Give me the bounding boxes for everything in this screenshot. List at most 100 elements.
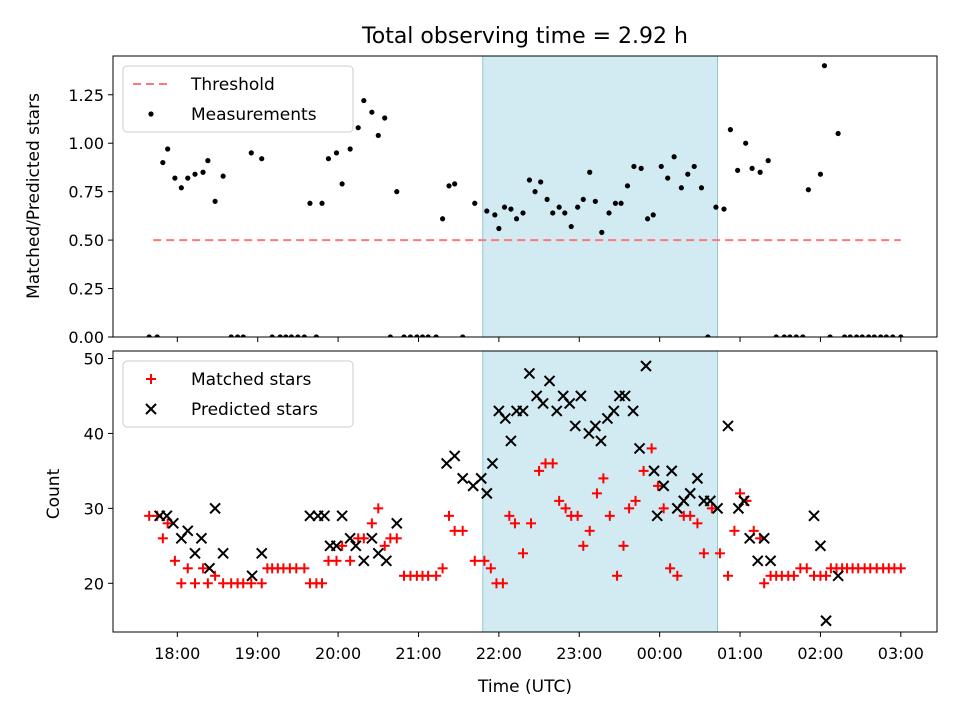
- matched-stars-point: [821, 570, 832, 581]
- measurements-point: [859, 334, 865, 337]
- measurements-point: [721, 206, 727, 212]
- predicted-stars-point-b: [456, 472, 469, 485]
- predicted-stars-point: [814, 540, 827, 552]
- measurements-point: [394, 189, 400, 195]
- measurements-point: [757, 169, 763, 175]
- bottom-y-tick-label: 30: [84, 499, 104, 518]
- top-y-tick-label: 1.25: [68, 86, 104, 105]
- matched-stars-point: [246, 578, 257, 589]
- measurements-point: [355, 125, 361, 131]
- predicted-stars-point-b: [752, 555, 764, 567]
- predicted-stars-point-b: [743, 532, 756, 545]
- measurements-point: [781, 334, 787, 337]
- predicted-stars-point: [563, 397, 576, 410]
- predicted-stars-point: [486, 457, 499, 470]
- predicted-stars-point-b: [543, 375, 556, 387]
- measurements-point: [835, 130, 841, 137]
- predicted-stars-point-b: [732, 502, 745, 515]
- matched-stars-point: [584, 525, 595, 536]
- chart-title: Total observing time = 2.92 h: [361, 24, 688, 49]
- measurements-point: [618, 200, 624, 206]
- top-shaded-region: [482, 55, 719, 338]
- measurements-point: [898, 334, 904, 337]
- measurements-point: [658, 163, 664, 170]
- matched-stars-point: [198, 563, 209, 574]
- matched-stars-point: [210, 570, 221, 581]
- predicted-stars-point-b: [167, 517, 179, 530]
- measurements-point: [484, 208, 490, 214]
- predicted-stars-point: [481, 487, 493, 500]
- measurements-point: [192, 171, 198, 177]
- measurements-point: [665, 175, 671, 181]
- predicted-stars-point-b: [505, 435, 517, 447]
- predicted-stars-point: [595, 435, 607, 447]
- matched-stars-point: [358, 533, 369, 544]
- matched-stars-point: [598, 473, 609, 484]
- matched-stars-point: [653, 480, 664, 491]
- predicted-stars-point: [832, 570, 844, 582]
- measurements-point: [805, 187, 811, 193]
- matched-stars-point: [479, 555, 490, 566]
- predicted-stars-point: [640, 360, 652, 372]
- predicted-stars-point-b: [691, 472, 704, 485]
- measurements-point: [382, 115, 388, 121]
- predicted-stars-point: [711, 502, 724, 515]
- matched-stars-point: [624, 503, 635, 514]
- measurements-point: [650, 212, 656, 218]
- threshold-legend-label: Threshold: [190, 75, 275, 95]
- measurements-point: [538, 179, 544, 185]
- measurements-point: [492, 212, 498, 218]
- measurements-point: [401, 334, 407, 337]
- predicted-stars-point-b: [684, 487, 696, 500]
- predicted-stars-point: [380, 555, 393, 567]
- measurements-point: [165, 146, 171, 152]
- top-y-tick-label: 0.50: [68, 231, 104, 250]
- top-y-tick-label: 0.00: [68, 328, 104, 347]
- measurements-point: [200, 169, 206, 175]
- predicted-stars-point-b: [530, 390, 543, 402]
- predicted-stars-point: [203, 562, 216, 575]
- bottom-shaded-region: [482, 350, 719, 633]
- predicted-stars-point-b: [523, 367, 536, 380]
- measurements-point: [313, 334, 319, 337]
- matched-stars-point: [517, 548, 528, 559]
- measurements-point: [333, 150, 340, 156]
- bottom-y-axis-label: Count: [44, 468, 64, 519]
- matched-stars-point: [189, 578, 200, 589]
- measurements-point: [259, 156, 265, 162]
- predicted-stars-point-b: [358, 555, 370, 567]
- predicted-stars-point: [209, 502, 221, 515]
- predicted-stars-point-b: [619, 390, 631, 402]
- predicted-stars-point-b: [537, 397, 549, 410]
- predicted-stars-point-b: [704, 495, 717, 507]
- matched-stars-point: [658, 503, 669, 514]
- matched-stars-point: [379, 540, 390, 551]
- matched-stars-point: [256, 578, 267, 589]
- bottom-legend: Matched stars Predicted stars: [122, 360, 354, 428]
- measurements-point: [713, 204, 719, 210]
- measurements-point: [800, 334, 806, 337]
- matched-stars-point: [547, 458, 558, 469]
- matched-stars-point: [692, 518, 703, 529]
- predicted-stars-point-b: [633, 442, 646, 455]
- measurements-point: [883, 334, 889, 337]
- measurements-point: [248, 150, 254, 156]
- predicted-stars-point-b: [380, 555, 393, 567]
- measurements-point: [387, 334, 393, 337]
- measurements-point: [460, 334, 466, 337]
- measurements-point: [743, 140, 749, 146]
- top-y-axis-label: Matched/Predicted stars: [24, 93, 44, 299]
- measurements-point: [205, 158, 211, 164]
- measurements-point: [871, 334, 877, 337]
- matched-stars-point: [714, 548, 725, 559]
- measurements-point: [288, 334, 295, 337]
- matched-stars-point: [638, 465, 649, 476]
- predicted-stars-point: [182, 525, 194, 537]
- measurements-point: [827, 334, 833, 337]
- measurements-legend-label: Measurements: [191, 105, 317, 125]
- matched-stars-point: [534, 465, 545, 476]
- matched-stars-point: [162, 518, 173, 529]
- measurements-point: [526, 177, 533, 183]
- predicted-stars-point: [256, 547, 268, 560]
- measurements-point: [568, 223, 574, 230]
